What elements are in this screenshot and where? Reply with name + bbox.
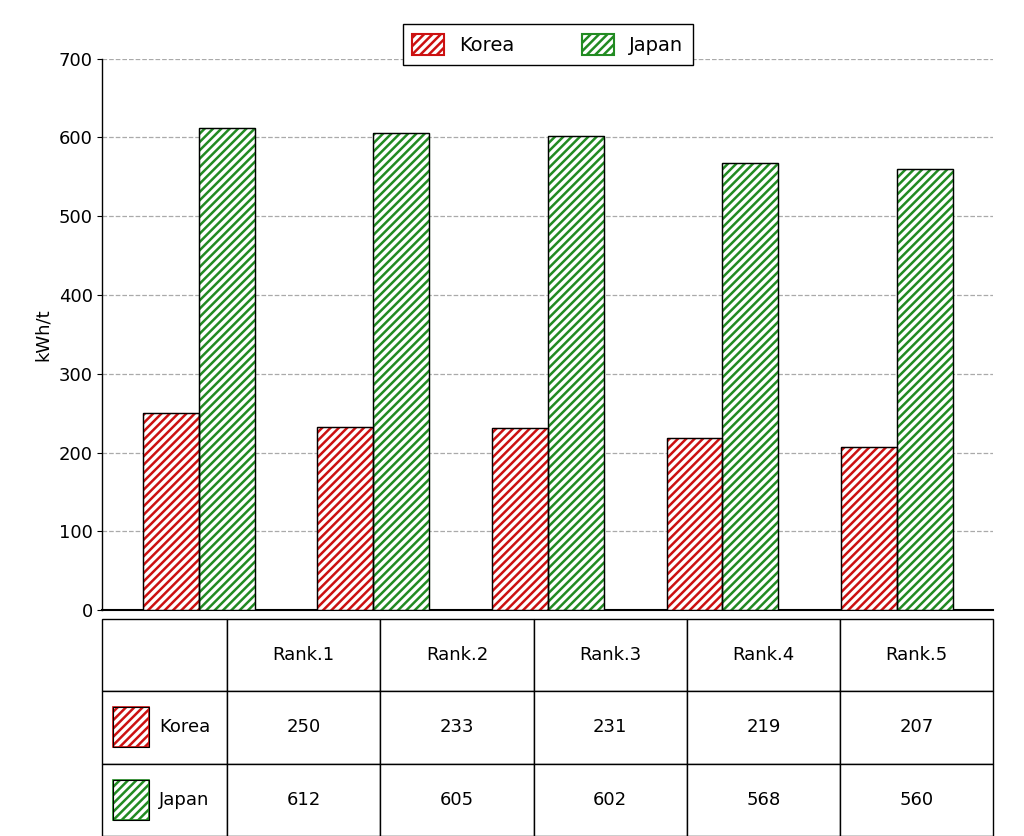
Bar xyxy=(534,763,687,836)
Bar xyxy=(380,691,534,763)
Bar xyxy=(374,134,429,610)
Text: Rank.4: Rank.4 xyxy=(732,646,795,664)
Bar xyxy=(227,691,380,763)
Text: 207: 207 xyxy=(899,718,934,737)
Bar xyxy=(897,169,952,610)
Bar xyxy=(317,426,374,610)
Text: Rank.1: Rank.1 xyxy=(272,646,335,664)
Text: 605: 605 xyxy=(440,791,474,808)
Legend: Korea, Japan: Korea, Japan xyxy=(402,24,693,64)
Bar xyxy=(687,763,840,836)
Text: Rank.2: Rank.2 xyxy=(426,646,488,664)
Bar xyxy=(667,438,722,610)
Text: 233: 233 xyxy=(439,718,474,737)
Bar xyxy=(722,162,778,610)
Bar xyxy=(380,763,534,836)
Y-axis label: kWh/t: kWh/t xyxy=(34,308,52,360)
Bar xyxy=(199,128,255,610)
Bar xyxy=(687,619,840,691)
Bar xyxy=(841,447,897,610)
Bar xyxy=(317,426,374,610)
Bar xyxy=(374,134,429,610)
Bar xyxy=(113,780,148,819)
Bar xyxy=(840,763,993,836)
Text: 612: 612 xyxy=(287,791,321,808)
Bar xyxy=(548,135,604,610)
Bar xyxy=(113,707,148,747)
Bar xyxy=(492,428,548,610)
Text: Japan: Japan xyxy=(160,791,210,808)
Bar xyxy=(143,413,199,610)
Bar xyxy=(380,619,534,691)
Bar xyxy=(548,135,604,610)
Text: 560: 560 xyxy=(900,791,934,808)
Bar xyxy=(534,691,687,763)
Text: 602: 602 xyxy=(593,791,628,808)
Bar xyxy=(227,763,380,836)
Bar xyxy=(897,169,952,610)
Text: Korea: Korea xyxy=(160,718,211,737)
Bar xyxy=(840,619,993,691)
Bar xyxy=(102,691,227,763)
Text: Rank.3: Rank.3 xyxy=(580,646,641,664)
Text: 568: 568 xyxy=(746,791,780,808)
Bar xyxy=(199,128,255,610)
Bar xyxy=(227,619,380,691)
Bar xyxy=(722,162,778,610)
Bar xyxy=(667,438,722,610)
Bar xyxy=(113,780,148,819)
Bar xyxy=(492,428,548,610)
Bar xyxy=(687,691,840,763)
Bar xyxy=(143,413,199,610)
Bar xyxy=(102,619,227,691)
Text: 250: 250 xyxy=(287,718,321,737)
Bar xyxy=(113,707,148,747)
Text: 231: 231 xyxy=(593,718,628,737)
Text: Rank.5: Rank.5 xyxy=(886,646,948,664)
Bar xyxy=(840,691,993,763)
Bar xyxy=(102,763,227,836)
Bar xyxy=(841,447,897,610)
Bar xyxy=(534,619,687,691)
Text: 219: 219 xyxy=(746,718,780,737)
